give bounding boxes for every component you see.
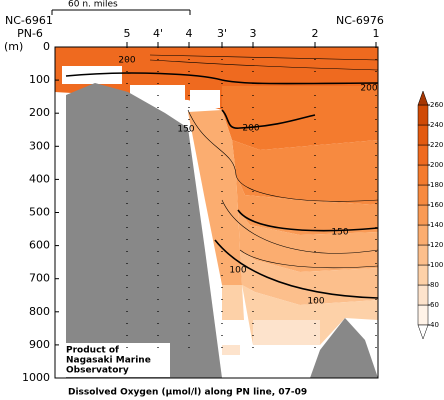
credit: Observatory xyxy=(66,366,129,376)
colorbar-over xyxy=(417,90,429,106)
station-id: NC-6976 xyxy=(336,14,384,27)
colorbar-tick-label: 120 xyxy=(430,241,443,249)
colorbar-band xyxy=(417,104,429,126)
station-label: 5 xyxy=(124,27,131,40)
contour-label: 150 xyxy=(331,228,348,238)
field-band xyxy=(253,320,320,345)
seafloor xyxy=(66,83,222,378)
caption: Dissolved Oxygen (μmol/l) along PN line,… xyxy=(68,388,307,398)
station-label: 4 xyxy=(186,27,193,40)
station-label: 2 xyxy=(312,27,319,40)
y-tick-label: 400 xyxy=(29,172,50,185)
field-band xyxy=(240,250,378,305)
credit-box xyxy=(62,343,170,377)
y-tick-label: 300 xyxy=(29,139,50,152)
contour-line xyxy=(214,239,379,299)
contour-line xyxy=(65,72,379,85)
y-tick-label: 500 xyxy=(29,206,50,219)
colorbar-tick-label: 180 xyxy=(430,181,443,189)
colorbar-tick-label: 220 xyxy=(430,141,443,149)
contour-line xyxy=(221,199,379,254)
y-tick-label: 900 xyxy=(29,338,50,351)
field-band xyxy=(222,285,244,320)
colorbar-band xyxy=(417,184,429,206)
contour-line xyxy=(187,109,379,202)
contour-label: 200 xyxy=(118,56,135,66)
y-tick-label: 100 xyxy=(29,73,50,86)
y-tick-label: 200 xyxy=(29,106,50,119)
y-tick-label: 700 xyxy=(29,272,50,285)
contour-label: 100 xyxy=(307,297,324,307)
colorbar-band xyxy=(417,284,429,306)
field-band xyxy=(188,110,242,285)
colorbar-tick-label: 260 xyxy=(430,101,443,109)
colorbar-tick-label: 100 xyxy=(430,261,443,269)
seafloor xyxy=(310,318,378,378)
colorbar-tick-label: 140 xyxy=(430,221,443,229)
credit: Nagasaki Marine xyxy=(66,356,151,366)
colorbar-tick-label: 40 xyxy=(430,321,439,329)
station-id: NC-6961 xyxy=(5,14,53,27)
colorbar-band xyxy=(417,124,429,146)
contour-label: 150 xyxy=(177,125,194,135)
station-label: 3' xyxy=(217,27,227,40)
contour-line xyxy=(221,109,316,129)
colorbar-band xyxy=(417,304,429,326)
contour-line xyxy=(149,54,379,61)
colorbar-band xyxy=(417,244,429,266)
colorbar-under xyxy=(417,324,429,340)
field-band xyxy=(238,210,378,272)
colorbar-tick-label: 240 xyxy=(430,121,443,129)
contour-label: 200 xyxy=(242,124,259,134)
field-band xyxy=(222,345,240,355)
colorbar-tick-label: 160 xyxy=(430,201,443,209)
y-tick-label: 800 xyxy=(29,305,50,318)
contour-line xyxy=(149,59,379,71)
field-band xyxy=(232,140,378,205)
colorbar-tick-label: 80 xyxy=(430,281,439,289)
y-tick-label: 0 xyxy=(43,40,50,53)
no-data xyxy=(62,66,122,84)
colorbar-band xyxy=(417,144,429,166)
no-data xyxy=(190,90,220,108)
y-tick-label: 600 xyxy=(29,239,50,252)
credit: Product of xyxy=(66,346,119,356)
colorbar-band xyxy=(417,264,429,286)
scale-label: 60 n. miles xyxy=(68,0,118,10)
station-label: 4' xyxy=(153,27,163,40)
contour-label: 200 xyxy=(360,84,377,94)
contour-line xyxy=(237,209,379,232)
colorbar-tick-label: 200 xyxy=(430,161,443,169)
contour-line xyxy=(239,249,379,269)
contour-label: 100 xyxy=(229,266,246,276)
station-label: 1 xyxy=(373,27,380,40)
y-axis-label: (m) xyxy=(4,40,23,53)
oxygen-field xyxy=(55,47,378,355)
colorbar-tick-label: 60 xyxy=(430,301,439,309)
colorbar-band xyxy=(417,224,429,246)
y-tick-label: 1000 xyxy=(22,371,50,384)
contour-lines xyxy=(65,54,379,299)
colorbar-band xyxy=(417,164,429,186)
station-label: PN-6 xyxy=(17,27,43,40)
field-band xyxy=(236,175,378,235)
station-label: 3 xyxy=(250,27,257,40)
colorbar-band xyxy=(417,204,429,226)
